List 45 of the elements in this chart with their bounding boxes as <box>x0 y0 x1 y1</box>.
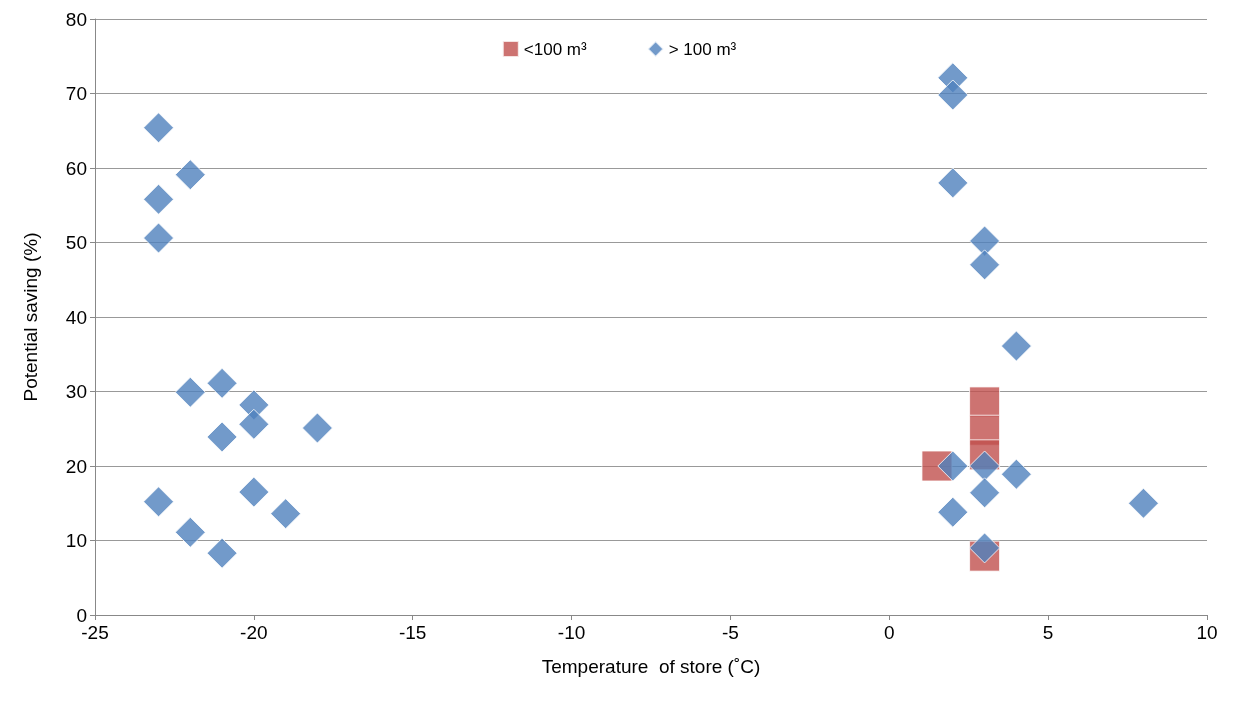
point <box>206 367 238 399</box>
y-tick-label: 40 <box>65 306 87 328</box>
x-axis-title: Temperature of store (˚C) <box>541 656 761 677</box>
y-tick-label: 20 <box>65 455 87 477</box>
point <box>143 222 175 254</box>
point <box>1000 330 1032 362</box>
y-tick-label: 30 <box>65 381 87 402</box>
x-tick-label: -20 <box>240 622 268 643</box>
point <box>969 477 1001 509</box>
y-tick-label: 80 <box>65 8 87 30</box>
point <box>969 249 1001 281</box>
legend-label: > 100 m³ <box>668 39 737 59</box>
point <box>143 112 175 144</box>
point <box>174 516 206 548</box>
x-tick-label: 0 <box>884 622 895 643</box>
x-tick-label: -10 <box>557 622 586 643</box>
y-tick-label: 70 <box>65 83 87 104</box>
point <box>1127 487 1159 519</box>
y-axis-title: Potential saving (%) <box>20 232 41 402</box>
point <box>206 537 238 569</box>
point <box>937 450 969 482</box>
point <box>969 450 1001 482</box>
y-tick-label: 60 <box>65 157 87 179</box>
point <box>969 386 1001 418</box>
point <box>270 498 302 530</box>
x-tick-label: 5 <box>1042 622 1054 643</box>
x-tick-label: -5 <box>721 622 739 643</box>
legend-label: <100 m³ <box>523 39 587 59</box>
point <box>238 408 270 440</box>
point <box>206 421 238 453</box>
point <box>301 412 333 444</box>
point <box>143 183 175 215</box>
y-tick-label: 10 <box>65 530 87 551</box>
point <box>143 486 175 518</box>
point <box>937 496 969 528</box>
point <box>969 532 1001 564</box>
y-tick-label: 50 <box>65 232 87 253</box>
point <box>1000 458 1032 490</box>
x-tick-label: 10 <box>1196 622 1218 643</box>
point <box>174 376 206 408</box>
point <box>174 159 206 191</box>
point <box>937 167 969 199</box>
point <box>937 79 969 111</box>
x-tick-label: -15 <box>398 622 427 643</box>
point <box>238 476 270 508</box>
